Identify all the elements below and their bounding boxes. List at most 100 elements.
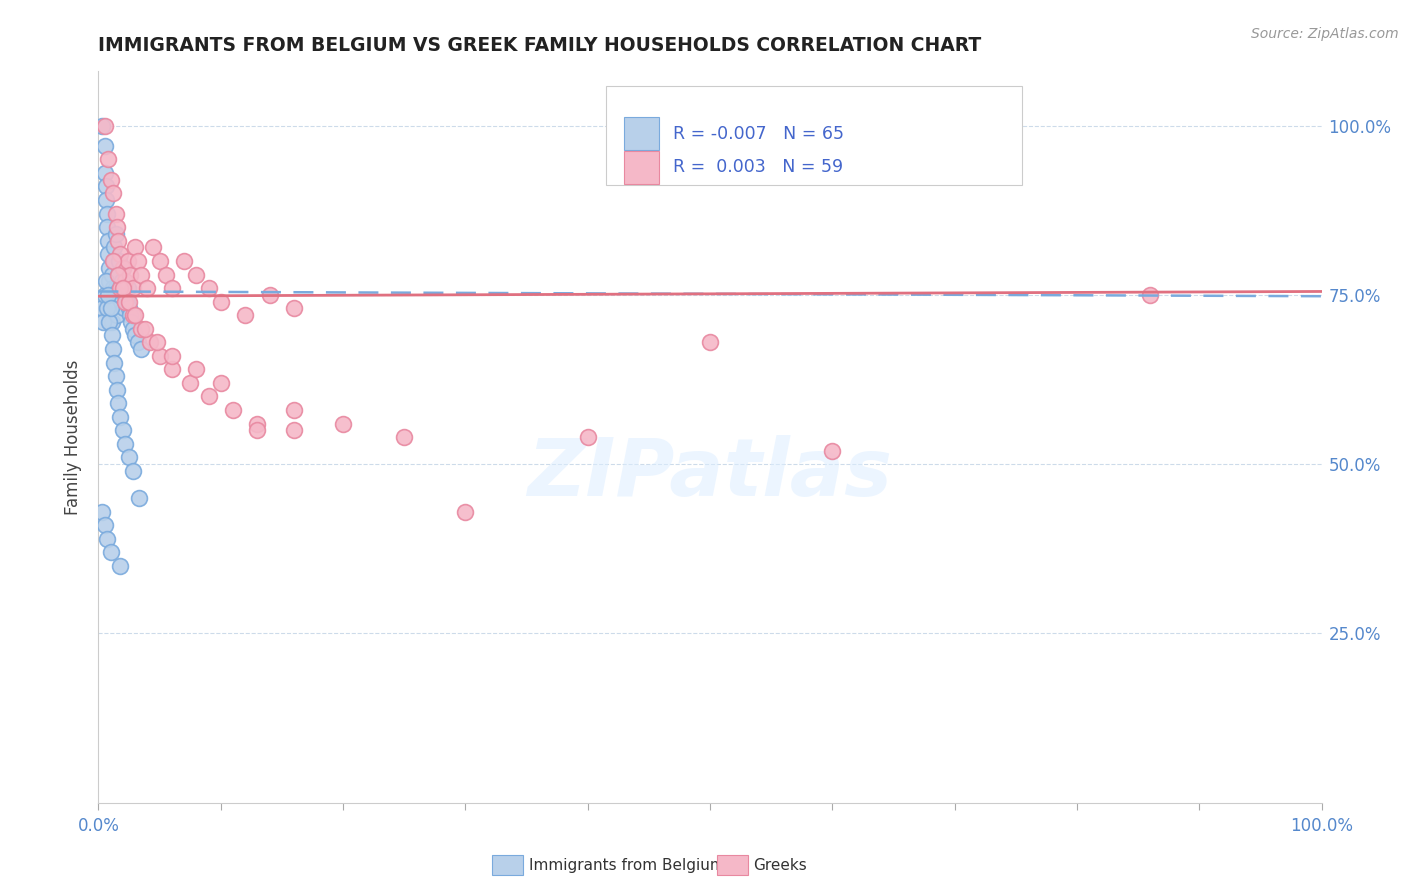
Point (93, 166, 115, 180)
Point (114, 274, 136, 288)
Point (100, 301, 122, 316)
Point (124, 308, 146, 322)
Point (107, 234, 129, 248)
Point (120, 308, 142, 322)
Text: Source: ZipAtlas.com: Source: ZipAtlas.com (1251, 27, 1399, 41)
Point (93, 119, 115, 133)
Point (110, 247, 132, 261)
Point (283, 301, 305, 316)
Point (111, 281, 134, 295)
Point (97, 153, 120, 167)
Text: R =  0.003   N = 59: R = 0.003 N = 59 (673, 159, 844, 177)
Point (149, 349, 172, 363)
Point (160, 281, 183, 295)
Bar (624, 117, 658, 150)
Point (136, 281, 159, 295)
Point (127, 254, 149, 268)
Point (94, 193, 117, 207)
Point (111, 274, 134, 288)
Point (94, 179, 117, 194)
FancyBboxPatch shape (606, 86, 1022, 185)
Y-axis label: Family Households: Family Households (65, 359, 83, 515)
Point (121, 308, 143, 322)
Point (94, 274, 117, 288)
Text: ZIPatlas: ZIPatlas (527, 434, 893, 513)
Point (101, 281, 124, 295)
Point (259, 288, 281, 302)
Point (160, 362, 183, 376)
Point (454, 505, 477, 519)
Point (97, 234, 120, 248)
Point (120, 315, 142, 329)
Point (114, 294, 136, 309)
Point (104, 369, 127, 384)
Point (98, 315, 121, 329)
Point (115, 294, 138, 309)
Point (100, 288, 122, 302)
Point (146, 335, 169, 350)
Point (105, 308, 128, 322)
Point (103, 355, 125, 369)
Point (118, 294, 141, 309)
Point (101, 328, 124, 343)
Point (107, 281, 129, 295)
Point (107, 268, 129, 282)
Point (97, 247, 120, 261)
Point (233, 308, 256, 322)
Point (120, 268, 142, 282)
Point (142, 240, 165, 254)
Point (118, 450, 141, 465)
Point (124, 328, 146, 343)
Point (103, 240, 125, 254)
Text: R = -0.007   N = 65: R = -0.007 N = 65 (673, 125, 845, 143)
Point (121, 322, 143, 336)
Point (111, 423, 134, 437)
Point (107, 268, 129, 282)
Point (222, 403, 245, 417)
Point (91, 301, 114, 316)
Point (93, 139, 115, 153)
Point (91, 119, 114, 133)
Point (96, 532, 118, 546)
Text: Greeks: Greeks (754, 858, 807, 872)
Point (101, 315, 124, 329)
Point (129, 342, 152, 356)
Point (96, 206, 118, 220)
Point (100, 301, 122, 316)
Point (209, 294, 232, 309)
Point (699, 335, 721, 350)
Point (173, 254, 195, 268)
Point (108, 254, 131, 268)
Point (576, 430, 599, 444)
Point (111, 260, 134, 275)
Point (197, 281, 219, 295)
Bar (624, 151, 658, 184)
Point (283, 403, 305, 417)
Point (246, 423, 269, 437)
Point (104, 206, 127, 220)
Point (129, 322, 152, 336)
Point (209, 376, 232, 390)
Point (101, 294, 124, 309)
Point (155, 268, 177, 282)
Point (110, 558, 132, 573)
Point (160, 349, 183, 363)
Point (392, 430, 416, 444)
Point (283, 423, 305, 437)
Point (124, 240, 146, 254)
Point (101, 268, 124, 282)
Point (93, 518, 115, 533)
Point (93, 288, 115, 302)
Point (103, 254, 125, 268)
Point (121, 464, 143, 478)
Point (101, 254, 124, 268)
Point (112, 301, 135, 316)
Point (105, 383, 128, 397)
Point (96, 301, 118, 316)
Point (149, 254, 172, 268)
Point (246, 417, 269, 431)
Point (105, 220, 128, 235)
Point (100, 545, 122, 559)
Point (118, 301, 141, 316)
Point (98, 274, 121, 288)
